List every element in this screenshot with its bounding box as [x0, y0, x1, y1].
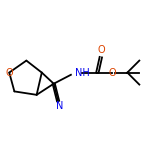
Text: O: O	[5, 68, 13, 78]
Text: O: O	[97, 45, 105, 55]
Text: N: N	[56, 101, 63, 111]
Text: O: O	[108, 68, 116, 78]
Text: NH: NH	[75, 68, 90, 78]
